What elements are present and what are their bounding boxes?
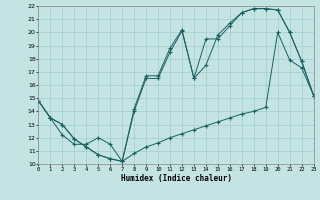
X-axis label: Humidex (Indice chaleur): Humidex (Indice chaleur) (121, 174, 231, 183)
